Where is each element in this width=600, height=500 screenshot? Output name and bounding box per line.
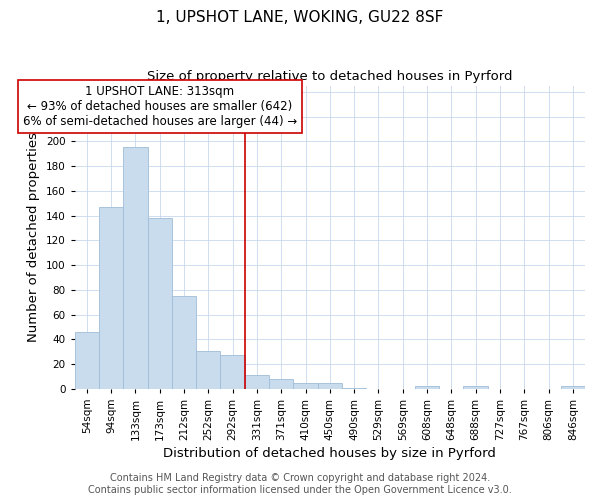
Bar xyxy=(293,382,317,389)
Bar xyxy=(99,207,123,389)
Title: Size of property relative to detached houses in Pyrford: Size of property relative to detached ho… xyxy=(147,70,512,83)
Bar xyxy=(123,148,148,389)
Bar xyxy=(269,379,293,389)
Bar xyxy=(342,388,366,389)
Text: Contains HM Land Registry data © Crown copyright and database right 2024.
Contai: Contains HM Land Registry data © Crown c… xyxy=(88,474,512,495)
Text: 1 UPSHOT LANE: 313sqm
← 93% of detached houses are smaller (642)
6% of semi-deta: 1 UPSHOT LANE: 313sqm ← 93% of detached … xyxy=(23,85,297,128)
Y-axis label: Number of detached properties: Number of detached properties xyxy=(27,132,40,342)
X-axis label: Distribution of detached houses by size in Pyrford: Distribution of detached houses by size … xyxy=(163,447,496,460)
Bar xyxy=(148,218,172,389)
Bar xyxy=(74,332,99,389)
Bar xyxy=(220,356,245,389)
Bar xyxy=(196,350,220,389)
Bar xyxy=(415,386,439,389)
Bar xyxy=(463,386,488,389)
Bar xyxy=(245,376,269,389)
Text: 1, UPSHOT LANE, WOKING, GU22 8SF: 1, UPSHOT LANE, WOKING, GU22 8SF xyxy=(157,10,443,25)
Bar xyxy=(560,386,585,389)
Bar xyxy=(317,382,342,389)
Bar xyxy=(172,296,196,389)
